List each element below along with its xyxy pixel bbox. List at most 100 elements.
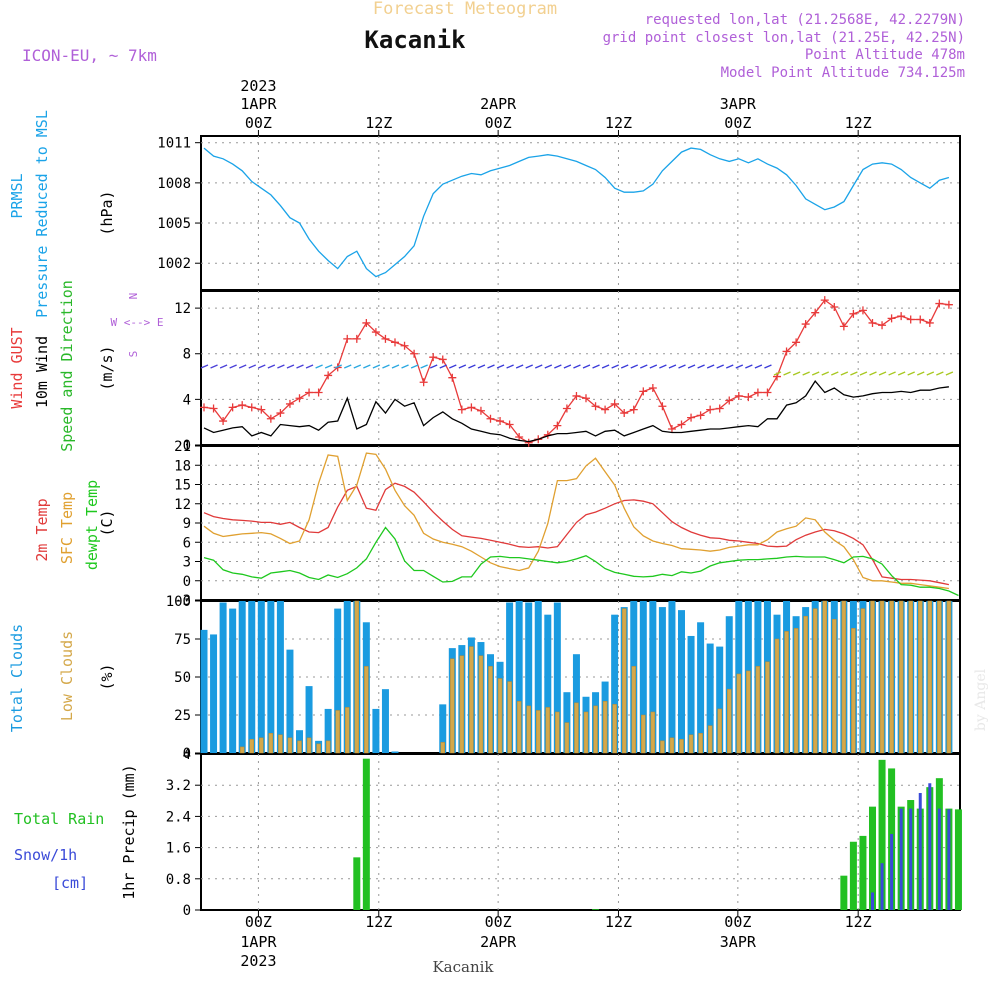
y-axis-label: (m/s) xyxy=(98,345,116,390)
low-cloud-bar xyxy=(488,666,493,754)
gust-marker xyxy=(677,420,686,429)
low-cloud-bar xyxy=(450,658,455,754)
top-time-label: 12Z xyxy=(365,114,392,132)
gust-marker xyxy=(314,388,323,397)
low-cloud-bar xyxy=(688,734,694,754)
snow-bar xyxy=(909,808,913,910)
rain-bar xyxy=(859,835,867,910)
low-cloud-bar xyxy=(583,711,589,754)
low-cloud-bar xyxy=(507,681,512,754)
total-cloud-bar xyxy=(611,614,619,753)
temp2m-line xyxy=(203,482,950,586)
gust-marker xyxy=(820,296,829,305)
gust-marker xyxy=(849,309,858,318)
dewpt-label: dewpt Temp xyxy=(83,480,101,570)
y-tick-label: 0 xyxy=(183,438,191,454)
total-cloud-bar xyxy=(267,601,275,753)
y-tick-label: 75 xyxy=(174,632,191,648)
gust-marker xyxy=(878,321,887,330)
wind-direction-arrow xyxy=(573,364,581,369)
gust-marker xyxy=(706,405,715,414)
bottom-time-label: 12Z xyxy=(365,913,392,931)
footer-location: Kacanik xyxy=(432,958,494,976)
gust-marker xyxy=(858,306,867,315)
gust-marker xyxy=(658,402,667,411)
gust-marker xyxy=(343,334,352,343)
gust-marker xyxy=(667,425,676,434)
wind-direction-arrow xyxy=(286,364,295,369)
low-cloud-bar xyxy=(736,673,742,754)
low-cloud-bar xyxy=(698,732,703,754)
wind-direction-arrow xyxy=(468,364,476,369)
y-tick-label: 50 xyxy=(174,670,191,686)
low-cloud-bar xyxy=(927,600,933,754)
low-cloud-bar xyxy=(898,600,904,754)
gust-marker xyxy=(620,409,629,418)
low-cloud-bar xyxy=(335,710,340,754)
low-cloud-bar xyxy=(851,628,856,754)
low-cloud-bar xyxy=(746,670,751,754)
low-cloud-bar xyxy=(641,714,646,754)
total-cloud-bar xyxy=(305,686,313,753)
wind-direction-arrow xyxy=(687,364,696,369)
wind-direction-arrow xyxy=(563,364,572,369)
gust-marker xyxy=(276,409,285,418)
total-cloud-bar xyxy=(324,708,332,753)
top-time-label: 12Z xyxy=(845,114,872,132)
total-cloud-bar xyxy=(534,601,542,753)
compass-south: S xyxy=(127,351,140,358)
wind-direction-arrow xyxy=(620,364,629,369)
y-tick-label: 12 xyxy=(174,301,191,317)
gust-marker xyxy=(400,341,409,350)
wind-direction-arrow xyxy=(945,371,954,376)
low-cloud-bar xyxy=(536,710,541,754)
top-time-label: 00Z xyxy=(724,114,751,132)
pressure-label-1: PRMSL xyxy=(8,173,26,218)
low-cloud-bar xyxy=(602,701,608,754)
low-cloud-bar xyxy=(774,638,780,754)
wind-direction-arrow xyxy=(916,371,925,376)
y-axis-label: 1hr Precip (mm) xyxy=(120,764,138,899)
gust-marker xyxy=(572,391,581,400)
wind-direction-arrow xyxy=(907,371,915,376)
low-cloud-bar xyxy=(249,739,254,754)
y-axis-label: (C) xyxy=(98,509,116,536)
wind-direction-arrow xyxy=(238,364,247,369)
gust-marker xyxy=(438,355,447,364)
total-cloud-bar xyxy=(343,601,351,753)
wind-direction-arrow xyxy=(200,364,209,369)
low-cloud-bar xyxy=(707,725,713,754)
gust-marker xyxy=(505,420,514,429)
gust-marker xyxy=(591,402,600,411)
wind-direction-arrow xyxy=(439,364,448,369)
wind-direction-arrow xyxy=(640,364,648,369)
total-cloud-bar xyxy=(248,601,256,753)
bottom-date-label: 1APR xyxy=(240,933,277,951)
total-cloud-bar xyxy=(286,649,294,753)
total-cloud-bar xyxy=(716,646,724,753)
low-cloud-bar xyxy=(841,600,847,754)
top-date-label: 2APR xyxy=(480,95,517,113)
wind-direction-arrow xyxy=(888,371,896,376)
wind-direction-arrow xyxy=(802,371,810,376)
gust-marker xyxy=(897,312,906,321)
low-cloud-bar xyxy=(660,740,665,754)
wind-direction-arrow xyxy=(391,364,400,369)
gust-marker xyxy=(562,404,571,413)
y-tick-label: -3 xyxy=(174,593,191,609)
low-cloud-bar xyxy=(287,737,293,754)
y-tick-label: 0 xyxy=(183,903,191,919)
requested-coords: requested lon,lat (21.2568E, 42.2279N) xyxy=(645,12,965,28)
wind-direction-arrow xyxy=(831,371,839,376)
gust-marker xyxy=(381,334,390,343)
gust-marker xyxy=(763,388,772,397)
credit-watermark: by Angel xyxy=(973,668,989,731)
total-cloud-bar xyxy=(439,704,447,753)
low-cloud-bar xyxy=(650,711,656,754)
total-cloud-bar xyxy=(229,608,237,753)
wind-direction-arrow xyxy=(458,364,467,369)
gust-marker xyxy=(457,405,466,414)
wind-direction-arrow xyxy=(811,371,820,376)
total-cloud-bar xyxy=(553,602,561,753)
